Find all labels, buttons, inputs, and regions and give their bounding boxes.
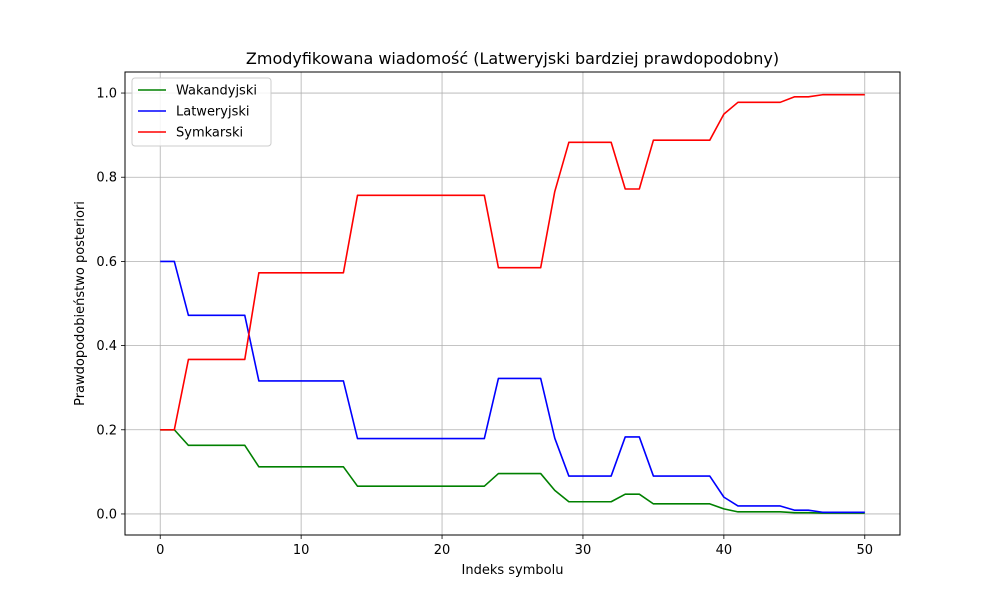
y-tick-label: 0.8 [96, 171, 117, 186]
y-tick-label: 0.2 [96, 423, 117, 438]
plot-frame [124, 71, 901, 536]
series-line-wakandyjski [160, 428, 865, 514]
legend-label: Latweryjski [176, 105, 250, 120]
series-lines [160, 93, 865, 514]
x-tick-label: 0 [156, 543, 164, 558]
legend: Wakandyjski Latweryjski Symkarski [131, 77, 272, 147]
legend-box [131, 77, 272, 147]
x-tick-label: 20 [434, 543, 451, 558]
x-tick-label: 40 [716, 543, 733, 558]
x-tick-label: 50 [856, 543, 873, 558]
legend-label: Wakandyjski [176, 84, 257, 99]
x-axis-label: Indeks symbolu [462, 563, 564, 578]
y-tick-label: 0.4 [96, 339, 117, 354]
grid [125, 72, 900, 535]
legend-label: Symkarski [176, 126, 243, 141]
series-line-latweryjski [160, 260, 865, 514]
x-tick-label: 30 [575, 543, 592, 558]
y-tick-label: 0.6 [96, 255, 117, 270]
x-tick-label: 10 [293, 543, 310, 558]
series-line-symkarski [160, 93, 865, 431]
chart-title: Zmodyfikowana wiadomość (Latweryjski bar… [246, 49, 779, 68]
y-tick-label: 0.0 [96, 507, 117, 522]
y-tick-label: 1.0 [96, 87, 117, 102]
ticks: 0 10 20 30 40 50 0.0 0.2 0.4 0.6 0.8 1.0 [96, 87, 873, 558]
y-axis-label: Prawdopodobieństwo posteriori [73, 201, 88, 406]
